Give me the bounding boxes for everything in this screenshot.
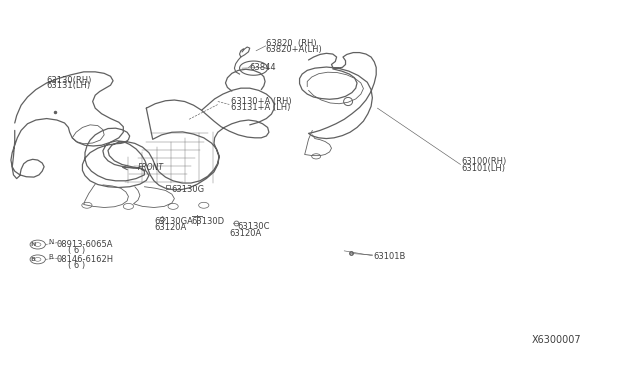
Text: 63820+A(LH): 63820+A(LH) — [266, 45, 323, 54]
Text: 63130C: 63130C — [237, 222, 269, 231]
Text: 63101(LH): 63101(LH) — [462, 164, 506, 173]
Text: 63131(LH): 63131(LH) — [47, 81, 91, 90]
Text: 08913-6065A: 08913-6065A — [56, 240, 113, 249]
Text: X6300007: X6300007 — [531, 335, 581, 345]
Text: 63844: 63844 — [250, 63, 276, 72]
Text: 63101B: 63101B — [374, 252, 406, 261]
Text: FRONT: FRONT — [138, 163, 164, 172]
Text: 63820  (RH): 63820 (RH) — [266, 39, 316, 48]
Text: B: B — [30, 257, 35, 262]
Text: ( 6 ): ( 6 ) — [68, 246, 85, 255]
Text: B: B — [48, 254, 52, 260]
Text: ( 6 ): ( 6 ) — [68, 261, 85, 270]
Text: 63130GA: 63130GA — [154, 217, 193, 226]
Text: 63130(RH): 63130(RH) — [47, 76, 92, 85]
Text: 63130D: 63130D — [191, 217, 224, 226]
Text: 63130G: 63130G — [172, 185, 205, 194]
Text: N: N — [48, 239, 53, 245]
Text: 63131+A (LH): 63131+A (LH) — [230, 103, 290, 112]
Text: N: N — [30, 242, 35, 247]
Text: 63120A: 63120A — [229, 229, 262, 238]
Text: 63100(RH): 63100(RH) — [462, 157, 507, 166]
Text: 63130+A (RH): 63130+A (RH) — [230, 97, 291, 106]
Text: 08146-6162H: 08146-6162H — [56, 255, 113, 264]
Text: 63120A: 63120A — [154, 223, 186, 232]
